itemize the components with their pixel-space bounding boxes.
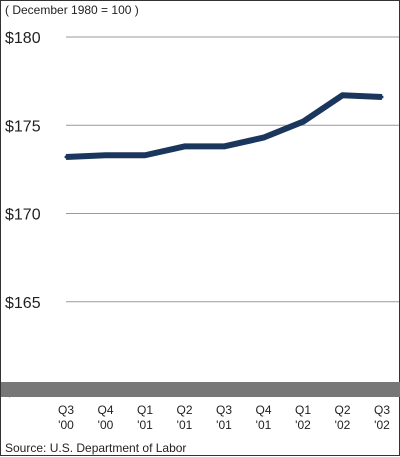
y-tick-label: $175 <box>5 118 41 135</box>
data-point <box>380 95 384 99</box>
source-note: Source: U.S. Department of Labor <box>5 441 186 455</box>
baseline-bar <box>1 382 400 397</box>
data-point <box>143 153 147 157</box>
x-tick-label: Q3'01 <box>216 403 232 432</box>
chart-subtitle: ( December 1980 = 100 ) <box>5 3 139 17</box>
x-tick-label: Q1'01 <box>137 403 153 432</box>
x-tick-label: Q3'02 <box>374 403 390 432</box>
x-tick-label: Q4'01 <box>255 403 271 432</box>
x-tick-label: Q2'02 <box>334 403 350 432</box>
grid-lines <box>66 36 399 303</box>
data-point <box>301 120 305 124</box>
y-tick-label: $180 <box>5 30 41 47</box>
y-tick-label: $170 <box>5 207 41 224</box>
data-point <box>183 144 186 148</box>
x-tick-label: Q2'01 <box>176 403 192 432</box>
data-point <box>64 155 68 159</box>
x-tick-label: Q4'00 <box>97 403 113 432</box>
data-point <box>341 93 344 97</box>
x-axis-tick-labels: Q3'00 Q4'00 Q1'01 Q2'01 Q3'01 Q4'01 Q1'02 Q2'02… <box>58 403 390 432</box>
series-layer <box>64 92 384 161</box>
x-tick-label: Q3'00 <box>58 403 74 432</box>
y-tick-label: $165 <box>5 295 41 312</box>
y-axis-tick-labels: $180$175$170$165$160 <box>5 30 41 400</box>
x-tick-label: Q1'02 <box>295 403 311 432</box>
data-point <box>262 136 265 140</box>
data-point <box>104 153 107 157</box>
data-point <box>222 144 226 148</box>
